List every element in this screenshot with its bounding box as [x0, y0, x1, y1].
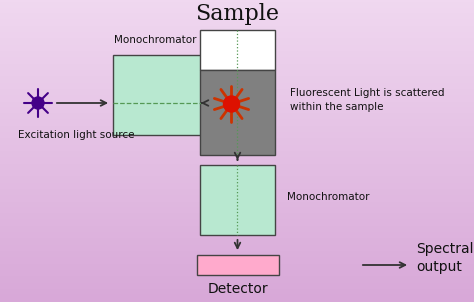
Text: Sample: Sample: [195, 3, 279, 25]
Circle shape: [224, 96, 239, 112]
Text: Fluorescent Light is scattered
within the sample: Fluorescent Light is scattered within th…: [290, 88, 445, 112]
Text: Monochromator: Monochromator: [287, 191, 370, 201]
Bar: [197, 255, 279, 275]
Bar: [200, 30, 275, 70]
Bar: [113, 55, 203, 135]
Text: Detector: Detector: [208, 282, 268, 296]
Circle shape: [32, 97, 44, 109]
Text: Monochromator: Monochromator: [114, 35, 196, 45]
Text: Spectral
output: Spectral output: [416, 242, 474, 274]
Bar: [200, 165, 275, 235]
Text: Excitation light source: Excitation light source: [18, 130, 135, 140]
Bar: [200, 70, 275, 155]
